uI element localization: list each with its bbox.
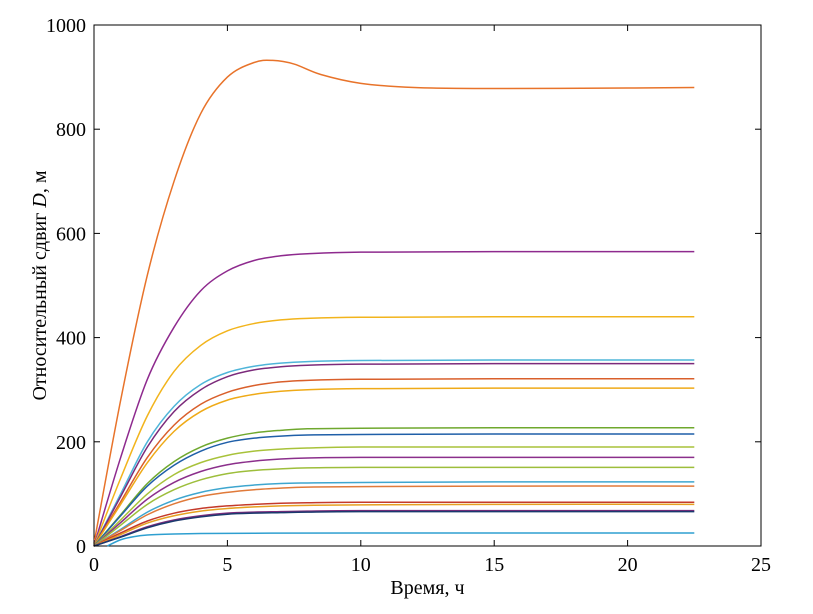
series-line-6 xyxy=(93,377,695,547)
y-tick-label: 200 xyxy=(56,432,86,454)
x-tick-label: 10 xyxy=(351,554,371,576)
x-tick-label: 0 xyxy=(89,554,99,576)
y-tick-label: 0 xyxy=(76,536,86,558)
x-tick-label: 25 xyxy=(751,554,771,576)
x-tick-label: 5 xyxy=(222,554,232,576)
series-line-19 xyxy=(107,532,695,547)
series-line-9 xyxy=(93,433,695,547)
series-line-17 xyxy=(93,509,695,547)
y-axis-title-suffix: , м xyxy=(29,170,51,193)
series-line-8 xyxy=(93,426,695,547)
y-tick-label: 400 xyxy=(56,328,86,350)
series-line-14 xyxy=(93,485,695,547)
series-line-7 xyxy=(93,387,695,547)
x-axis: 0 5 10 15 20 25 xyxy=(89,25,771,576)
x-tick-label: 15 xyxy=(484,554,504,576)
series-line-15 xyxy=(93,501,695,547)
series-line-3 xyxy=(93,315,695,547)
series-line-5 xyxy=(93,362,695,547)
series-line-12 xyxy=(93,466,695,547)
series-line-2 xyxy=(93,250,695,547)
x-axis-title: Время, ч xyxy=(390,577,464,599)
series-line-10 xyxy=(93,446,695,547)
series-line-11 xyxy=(93,456,695,547)
plot-area xyxy=(93,24,762,547)
y-axis-title: Относительный сдвиг D, м xyxy=(29,170,51,400)
series-line-18 xyxy=(93,510,695,547)
series-line-1 xyxy=(93,59,695,544)
y-tick-label: 800 xyxy=(56,119,86,141)
y-axis: 0 200 400 600 800 1000 xyxy=(46,15,761,558)
plot-frame xyxy=(93,24,762,547)
y-tick-label: 1000 xyxy=(46,15,86,37)
series-line-13 xyxy=(93,481,695,547)
y-tick-label: 600 xyxy=(56,223,86,245)
series-line-4 xyxy=(93,359,695,547)
series-layer xyxy=(93,59,695,547)
y-axis-title-symbol: D xyxy=(29,193,51,209)
x-tick-label: 20 xyxy=(618,554,638,576)
series-line-16 xyxy=(93,503,695,547)
y-axis-title-prefix: Относительный сдвиг xyxy=(29,208,51,401)
